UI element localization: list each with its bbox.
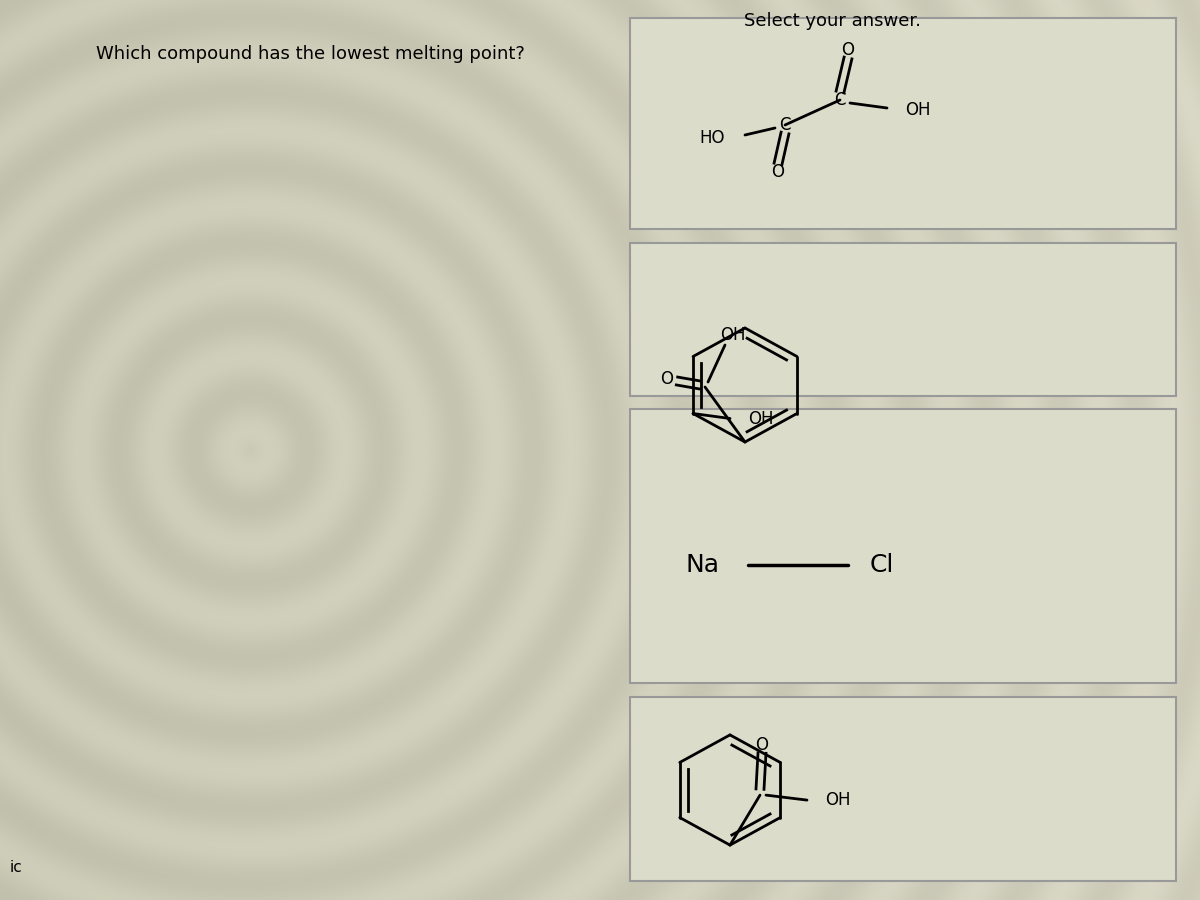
Text: Cl: Cl — [870, 553, 894, 577]
Bar — [630, 697, 1176, 881]
Text: O: O — [772, 163, 785, 181]
Text: C: C — [834, 91, 846, 109]
Bar — [630, 409, 1176, 683]
Text: ic: ic — [10, 860, 23, 875]
Text: O: O — [660, 370, 673, 388]
Text: O: O — [756, 736, 768, 754]
Text: C: C — [779, 116, 791, 134]
Text: Select your answer.: Select your answer. — [744, 12, 922, 30]
Text: OH: OH — [826, 791, 851, 809]
Text: Which compound has the lowest melting point?: Which compound has the lowest melting po… — [96, 45, 524, 63]
Text: HO: HO — [700, 129, 725, 147]
Text: OH: OH — [905, 101, 930, 119]
Text: OH: OH — [720, 326, 745, 344]
Bar — [630, 243, 1176, 396]
Text: Na: Na — [686, 553, 720, 577]
Bar — [630, 18, 1176, 229]
Text: O: O — [841, 41, 854, 59]
Text: OH: OH — [748, 410, 774, 427]
